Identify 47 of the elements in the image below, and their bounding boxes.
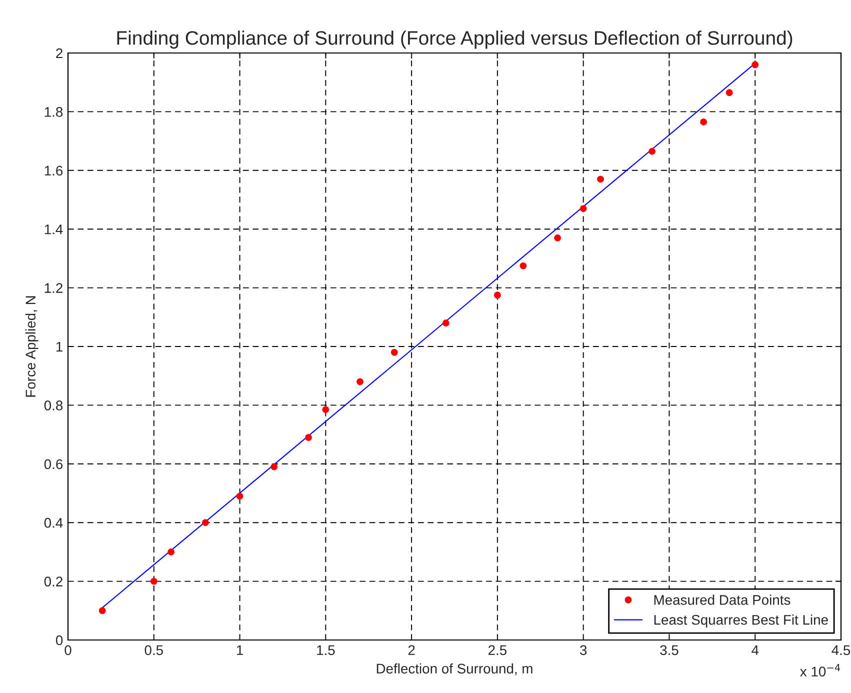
x-tick-label: 3 [580,645,587,656]
y-tick-label: 1.4 [44,224,63,234]
x-axis-title: Deflection of Surround, m [376,663,532,676]
y-tick-label: 0.2 [44,576,62,586]
y-tick-label: 0 [56,635,63,646]
point [168,548,175,556]
point [520,262,527,270]
point [726,89,733,96]
point [202,519,209,526]
x-tick-label: 4 [752,645,759,655]
point [597,176,604,183]
y-tick-label: 0.6 [44,459,63,470]
point [270,463,278,470]
y-tick-label: 1.2 [44,283,62,293]
point [236,492,244,500]
x-tick-label: 1.5 [317,645,335,656]
point [648,148,656,155]
x-tick-label: 3.5 [660,645,678,656]
point [494,292,501,299]
point [305,434,312,441]
y-axis-title: Force Applied, N [25,296,38,397]
legend-label: Measured Data Points [654,594,790,605]
x-tick-label: 2 [408,645,415,655]
y-tick-label: 2 [56,48,62,58]
point [322,406,330,414]
y-tick-label: 0.8 [44,400,63,410]
point [150,578,158,585]
point [442,320,450,326]
x-tick-label: 2.5 [488,645,507,656]
y-tick-label: 1 [56,342,62,352]
point [98,607,106,614]
x-tick-label: 4.5 [832,645,850,656]
x-tick-label: 0 [64,645,72,656]
point [752,61,759,68]
y-tick-label: 1.8 [44,107,63,117]
y-tick-label: 1.6 [44,166,63,176]
point [554,234,562,242]
point [580,205,587,212]
text: x 10$^{−4}$ [800,664,840,677]
point [390,348,398,356]
chart-title: Finding Compliance of Surround (Force Applied versus Deflection of Surround) [117,30,792,49]
legend-label: Least Squarres Best Fit Line [654,614,828,628]
y-tick-label: 0.4 [44,518,63,528]
point [356,378,364,386]
x-tick-label: 0.5 [144,645,163,656]
x-tick-label: 1 [236,645,243,655]
point [700,118,708,126]
